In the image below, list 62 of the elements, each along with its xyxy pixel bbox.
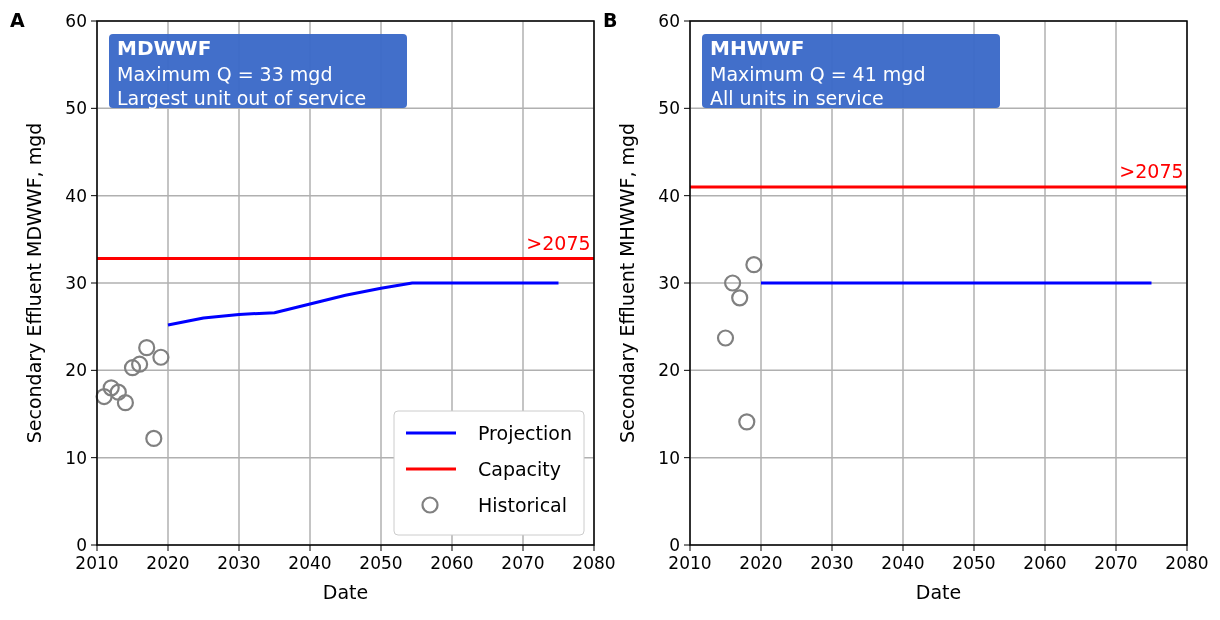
point	[131, 355, 149, 373]
y-tick-label: 30	[658, 273, 680, 293]
annotation: Maximum Q = 33 mgd	[117, 63, 333, 85]
y-tick-label: 30	[65, 273, 87, 293]
x-tick-label: 2030	[810, 553, 854, 573]
y-tick-label: 40	[658, 185, 680, 206]
point	[116, 394, 134, 412]
annotation: All units in service	[710, 87, 884, 109]
x-tick-label: 2010	[75, 553, 119, 573]
y-tick-label: 10	[658, 447, 680, 468]
point	[738, 413, 756, 431]
point	[731, 289, 749, 307]
x-tick-label: 2070	[501, 553, 545, 573]
x-axis-title: Date	[322, 581, 369, 603]
x-axis-title: Date	[915, 581, 962, 603]
point	[152, 348, 170, 366]
point	[724, 274, 742, 292]
y-tick-label: 50	[658, 98, 680, 119]
y-axis-title: Secondary Effluent MHWWF, mgd	[616, 122, 638, 444]
y-tick-label: 60	[65, 11, 87, 31]
x-tick-label: 2050	[359, 553, 403, 573]
annotation: >2075	[1119, 159, 1184, 182]
legend-label: Projection	[478, 422, 572, 444]
x-tick-label: 2060	[1023, 553, 1067, 573]
x-tick-label: 2050	[952, 553, 996, 573]
y-axis-title: Secondary Effluent MDWWF, mgd	[23, 122, 45, 444]
y-tick-label: 20	[658, 360, 680, 381]
text-box: MHWWF Maximum Q = 41 mgd All units in service	[702, 34, 1000, 109]
x-tick-label: 2030	[217, 553, 261, 573]
point	[145, 429, 163, 448]
legend-label: Historical	[478, 494, 567, 516]
y-tick-label: 10	[65, 447, 87, 468]
x-tick-label: 2020	[146, 553, 190, 573]
annotation: >2075	[526, 231, 591, 254]
annotation: Maximum Q = 41 mgd	[710, 63, 926, 85]
x-tick-label: 2040	[881, 553, 925, 573]
x-tick-label: 2080	[572, 553, 616, 573]
point	[102, 379, 120, 397]
x-tick-label: 2070	[1094, 553, 1138, 573]
y-tick-label: 40	[65, 185, 87, 206]
line-series	[166, 281, 560, 327]
point	[745, 256, 763, 274]
y-tick-label: 50	[65, 98, 87, 119]
text: A	[10, 9, 25, 31]
text: B	[603, 9, 618, 31]
text-box: MDWWF Maximum Q = 33 mgd Largest unit out of service	[109, 34, 407, 109]
point	[138, 339, 156, 357]
y-tick-label: 0	[669, 535, 680, 555]
x-tick-label: 2020	[739, 553, 783, 573]
point	[716, 329, 735, 347]
x-tick-label: 2040	[288, 553, 332, 573]
y-tick-label: 60	[658, 11, 680, 31]
y-tick-label: 20	[65, 360, 87, 381]
x-tick-label: 2060	[430, 553, 474, 573]
annotation: Largest unit out of service	[117, 87, 367, 109]
x-tick-label: 2080	[1165, 553, 1209, 573]
point	[109, 383, 127, 401]
x-tick-label: 2010	[668, 553, 712, 573]
y-tick-label: 0	[76, 535, 87, 555]
point	[95, 387, 113, 406]
legend-label: Capacity	[478, 458, 562, 480]
point	[123, 359, 142, 377]
